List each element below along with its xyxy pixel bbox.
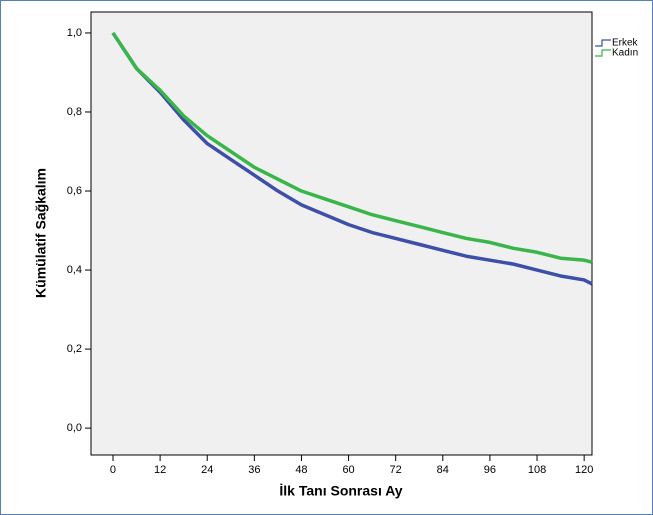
x-tick-label: 96 xyxy=(484,464,496,476)
x-tick-label: 84 xyxy=(437,464,449,476)
y-tick-label: 0,4 xyxy=(67,264,82,276)
legend-label: Erkek xyxy=(612,38,639,49)
x-tick-label: 48 xyxy=(295,464,307,476)
x-tick-label: 36 xyxy=(248,464,260,476)
x-tick-label: 60 xyxy=(342,464,354,476)
x-tick-label: 120 xyxy=(575,464,593,476)
y-tick-label: 0,2 xyxy=(67,343,82,355)
plot-area xyxy=(90,11,593,456)
x-axis-label: İlk Tanı Sonrası Ay xyxy=(279,483,402,499)
y-tick-label: 0,6 xyxy=(67,185,82,197)
y-tick-label: 1,0 xyxy=(67,27,82,39)
legend-swatch xyxy=(595,49,611,57)
x-tick-label: 72 xyxy=(390,464,402,476)
x-tick-label: 108 xyxy=(528,464,546,476)
y-axis-label: Kümülatif Sağkalım xyxy=(33,168,49,298)
x-tick-label: 12 xyxy=(154,464,166,476)
y-tick-label: 0,8 xyxy=(67,106,82,118)
legend-label: Kadın xyxy=(612,48,638,59)
survival-line xyxy=(111,31,593,286)
survival-line xyxy=(111,31,593,264)
legend-swatch xyxy=(595,39,611,47)
y-tick-label: 0,0 xyxy=(67,422,82,434)
x-tick-label: 0 xyxy=(110,464,116,476)
x-tick-label: 24 xyxy=(201,464,213,476)
